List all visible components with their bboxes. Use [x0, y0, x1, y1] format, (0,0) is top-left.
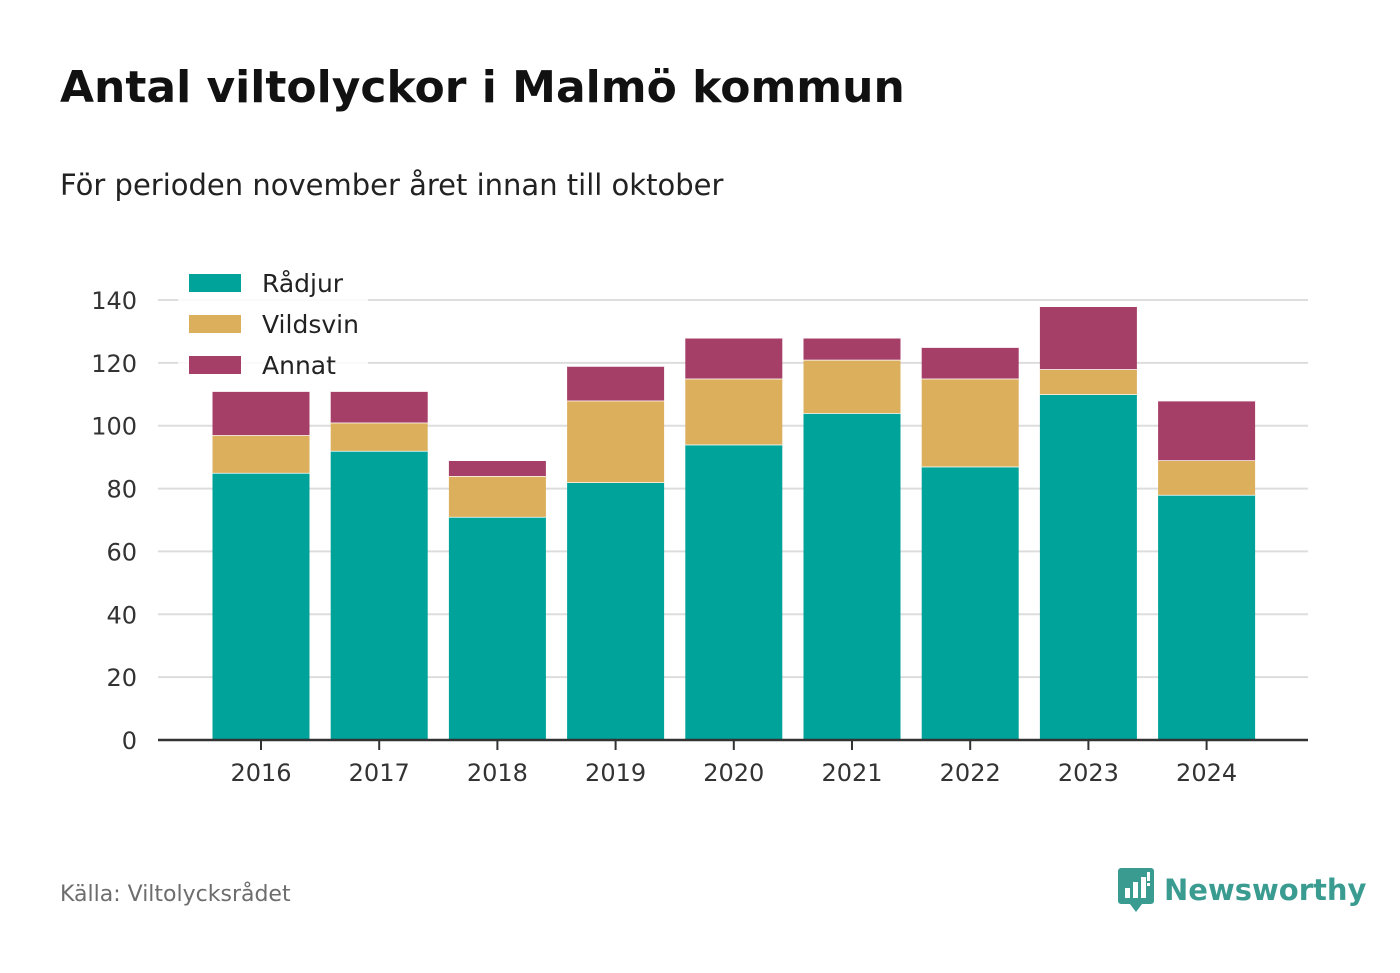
- legend-swatch: [189, 315, 241, 333]
- bar-segment-vildsvin: [803, 359, 901, 414]
- legend-swatch: [189, 356, 241, 374]
- bar-segment-rådjur: [567, 482, 665, 740]
- source-note: Källa: Viltolycksrådet: [60, 882, 291, 907]
- bar-segment-vildsvin: [921, 378, 1019, 467]
- bar-segment-annat: [1158, 400, 1256, 461]
- y-tick-label: 0: [122, 727, 137, 755]
- bar-segment-annat: [330, 391, 428, 423]
- legend-label: Rådjur: [262, 269, 344, 298]
- bar-segment-annat: [212, 391, 310, 436]
- x-tick-label: 2023: [1058, 759, 1119, 787]
- bar-segment-annat: [803, 337, 901, 360]
- brand-logo: Newsworthy: [1118, 868, 1366, 912]
- bar-segment-annat: [1039, 306, 1137, 370]
- bar-segment-annat: [448, 460, 546, 476]
- bar-segment-vildsvin: [1158, 460, 1256, 495]
- bar-segment-vildsvin: [567, 400, 665, 483]
- bar-segment-vildsvin: [1039, 369, 1137, 395]
- x-tick-label: 2019: [585, 759, 646, 787]
- legend-label: Vildsvin: [262, 310, 359, 339]
- bar-segment-vildsvin: [448, 476, 546, 517]
- bar-segment-rådjur: [448, 516, 546, 740]
- y-tick-label: 80: [106, 476, 137, 504]
- bar-segment-rådjur: [921, 466, 1019, 740]
- bar-chart-speech-icon: [1118, 868, 1154, 912]
- bar-segment-annat: [685, 337, 783, 379]
- x-tick-label: 2016: [230, 759, 291, 787]
- x-tick-label: 2018: [467, 759, 528, 787]
- chart-subtitle: För perioden november året innan till ok…: [60, 168, 724, 202]
- bar-segment-rådjur: [803, 413, 901, 740]
- legend-label: Annat: [262, 351, 336, 380]
- y-tick-label: 40: [106, 601, 137, 629]
- x-tick-label: 2022: [940, 759, 1001, 787]
- y-tick-label: 20: [106, 664, 137, 692]
- chart-title: Antal viltolyckor i Malmö kommun: [60, 62, 905, 113]
- legend: Rådjur Vildsvin Annat: [178, 262, 368, 388]
- bar-segment-annat: [567, 366, 665, 401]
- x-tick-label: 2017: [349, 759, 410, 787]
- x-tick-label: 2024: [1176, 759, 1237, 787]
- bar-segment-rådjur: [212, 472, 310, 740]
- bar-segment-vildsvin: [212, 435, 310, 473]
- y-tick-label: 60: [106, 538, 137, 566]
- axes: 0 20 40 60 80 100 120 140 2016 2017 2018 2019 2020 20…: [91, 287, 1308, 787]
- bar-segment-vildsvin: [330, 422, 428, 451]
- bars: [212, 305, 1256, 740]
- bar-segment-annat: [921, 347, 1019, 379]
- bar-segment-rådjur: [1158, 494, 1256, 740]
- y-tick-label: 140: [91, 287, 137, 315]
- y-tick-label: 100: [91, 413, 137, 441]
- bar-segment-vildsvin: [685, 378, 783, 445]
- legend-swatch: [189, 274, 241, 292]
- bar-segment-rådjur: [685, 444, 783, 740]
- brand-name: Newsworthy: [1164, 873, 1367, 907]
- bar-segment-rådjur: [1039, 394, 1137, 740]
- bar-segment-rådjur: [330, 450, 428, 740]
- x-tick-label: 2020: [703, 759, 764, 787]
- y-tick-label: 120: [91, 350, 137, 378]
- x-tick-label: 2021: [821, 759, 882, 787]
